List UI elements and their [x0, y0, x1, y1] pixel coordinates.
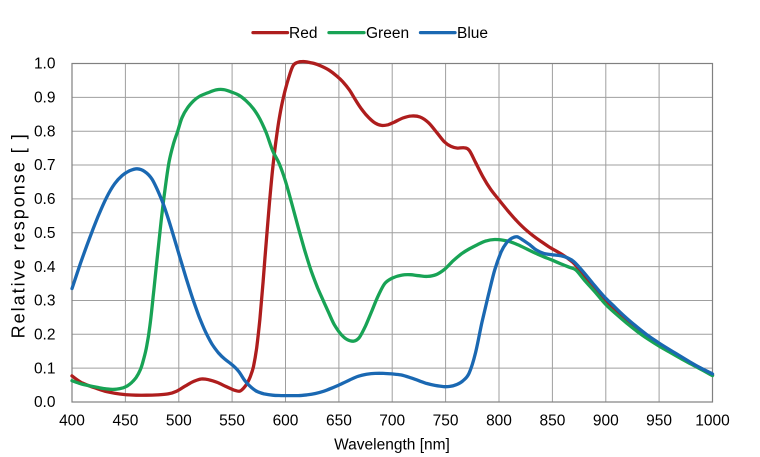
svg-text:0.6: 0.6: [34, 191, 56, 208]
svg-text:Relative response [ ]: Relative response [ ]: [9, 132, 29, 338]
svg-text:800: 800: [486, 413, 512, 430]
svg-text:900: 900: [593, 413, 619, 430]
svg-text:Blue: Blue: [457, 25, 488, 42]
svg-text:700: 700: [379, 413, 405, 430]
svg-text:0.0: 0.0: [34, 394, 56, 411]
svg-text:Green: Green: [366, 25, 409, 42]
svg-text:1000: 1000: [695, 413, 730, 430]
svg-text:0.5: 0.5: [34, 225, 56, 242]
svg-text:400: 400: [59, 413, 85, 430]
svg-text:Red: Red: [289, 25, 317, 42]
svg-text:650: 650: [326, 413, 352, 430]
svg-text:0.9: 0.9: [34, 90, 56, 107]
svg-text:750: 750: [433, 413, 459, 430]
svg-text:500: 500: [166, 413, 192, 430]
svg-text:0.8: 0.8: [34, 123, 56, 140]
svg-text:600: 600: [273, 413, 299, 430]
svg-text:Wavelength [nm]: Wavelength [nm]: [334, 437, 450, 454]
svg-text:450: 450: [112, 413, 138, 430]
svg-text:550: 550: [219, 413, 245, 430]
svg-text:950: 950: [646, 413, 672, 430]
svg-text:0.4: 0.4: [34, 259, 56, 276]
svg-text:1.0: 1.0: [34, 56, 56, 73]
svg-text:0.1: 0.1: [34, 360, 56, 377]
svg-text:850: 850: [539, 413, 565, 430]
svg-text:0.3: 0.3: [34, 293, 56, 310]
svg-text:0.7: 0.7: [34, 157, 56, 174]
svg-text:0.2: 0.2: [34, 327, 56, 344]
